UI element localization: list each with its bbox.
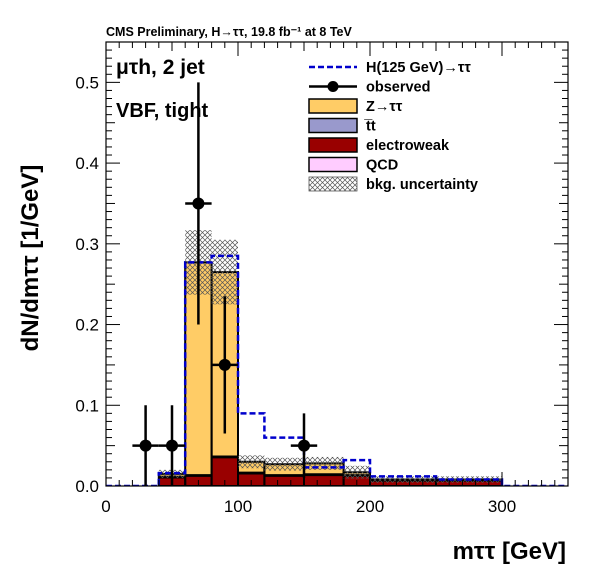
legend-entry: t̅t — [308, 117, 376, 135]
stack-bar — [436, 481, 502, 486]
observed-point — [290, 413, 318, 478]
legend-entry: QCD — [308, 156, 398, 174]
x-tick-label: 100 — [224, 497, 252, 516]
channel-label: μτh, 2 jet — [116, 56, 205, 79]
uncertainty-bin — [264, 457, 304, 471]
legend-label: electroweak — [366, 138, 450, 154]
x-axis: 0 100 200 300 — [101, 42, 569, 516]
y-tick-label: 0.0 — [75, 477, 99, 496]
stack-bar — [304, 475, 344, 486]
legend-label: Z→ττ — [366, 99, 403, 115]
observed-point — [185, 82, 212, 325]
legend-label: observed — [366, 80, 430, 96]
x-tick-label: 200 — [356, 497, 384, 516]
observed-point — [211, 296, 238, 434]
x-tick-label: 0 — [101, 497, 110, 516]
stacked-histogram — [157, 261, 503, 486]
y-axis: 0.0 0.1 0.2 0.3 0.4 0.5 — [75, 41, 568, 496]
legend-label: H(125 GeV)→ττ — [366, 60, 471, 76]
legend-entry: bkg. uncertainty — [308, 176, 478, 193]
stack-bar — [370, 481, 436, 486]
signal-line — [106, 254, 568, 486]
legend-entry: H(125 GeV)→ττ — [309, 60, 471, 76]
legend-label: t̅t — [363, 119, 375, 135]
observed-point — [158, 405, 186, 486]
signal-histogram — [106, 254, 568, 486]
y-axis-label: dN/dmττ [1/GeV] — [17, 165, 44, 352]
legend-label: QCD — [366, 158, 398, 174]
observed-data — [132, 82, 318, 486]
x-axis-label: mττ [GeV] — [453, 538, 566, 565]
x-tick-label: 300 — [488, 497, 516, 516]
y-tick-label: 0.1 — [75, 396, 99, 415]
stack-bar — [264, 476, 304, 486]
uncertainty-bin — [211, 239, 238, 305]
legend-label: bkg. uncertainty — [366, 177, 478, 193]
legend-entry: electroweak — [308, 137, 450, 154]
y-tick-label: 0.4 — [75, 154, 99, 173]
legend: H(125 GeV)→ττ observed Z→ττ t̅t electroweak Q… — [308, 60, 478, 193]
uncertainty-bin — [343, 465, 370, 479]
legend-entry: observed — [309, 80, 430, 96]
y-tick-label: 0.3 — [75, 235, 99, 254]
category-label: VBF, tight — [116, 100, 209, 122]
y-tick-label: 0.5 — [75, 73, 99, 92]
uncertainty-bin — [370, 476, 436, 483]
y-tick-label: 0.2 — [75, 316, 99, 335]
stack-bar — [238, 473, 265, 486]
legend-entry: Z→ττ — [308, 98, 403, 115]
chart-header: CMS Preliminary, H→ττ, 19.8 fb⁻¹ at 8 Te… — [106, 25, 352, 39]
observed-point — [132, 405, 159, 486]
plot-frame — [105, 41, 569, 487]
uncertainty-bin — [238, 455, 265, 469]
